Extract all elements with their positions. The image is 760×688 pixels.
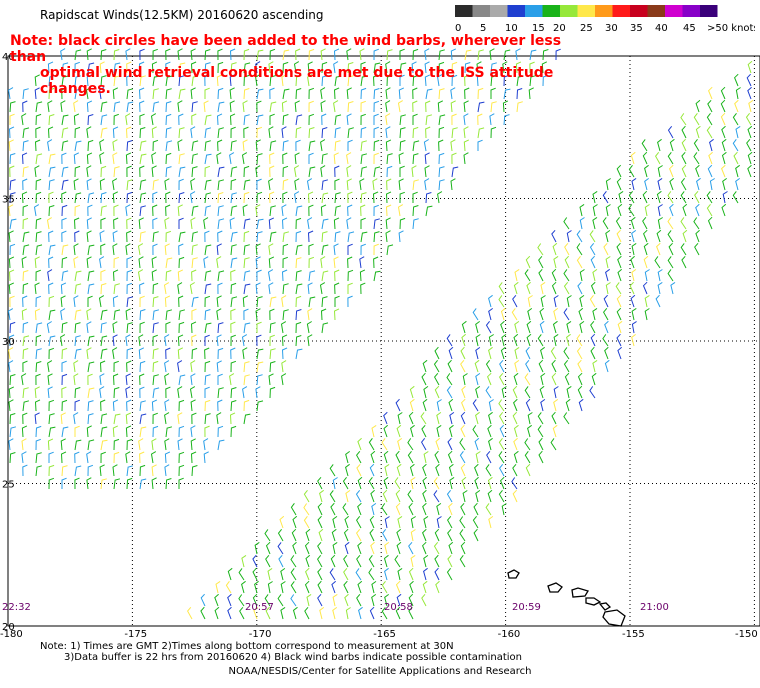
island-outline (602, 609, 626, 627)
island-outline (507, 569, 520, 579)
footer-notes-line-2: 3)Data buffer is 22 hrs from 20160620 4)… (64, 652, 522, 663)
island-outline (571, 587, 589, 598)
note-line-2: optimal wind retrieval conditions are me… (40, 65, 554, 97)
scale-label: 5 (480, 23, 486, 34)
scale-swatch (542, 5, 560, 17)
scale-label: 40 (655, 23, 668, 34)
graticule (8, 56, 760, 626)
scale-label: 35 (630, 23, 643, 34)
longitude-label: -150 (735, 629, 758, 640)
pass-time-label: 20:59 (512, 602, 541, 613)
contamination-note: Note: black circles have been added to t… (10, 33, 570, 97)
scale-label: 15 (532, 23, 545, 34)
scale-swatch (490, 5, 508, 17)
scale-label: 45 (683, 23, 696, 34)
pass-time-label: 20:57 (245, 602, 274, 613)
scale-swatch (577, 5, 595, 17)
longitude-label: -155 (622, 629, 645, 640)
scale-swatch (560, 5, 578, 17)
latitude-label: 35 (2, 195, 15, 206)
scale-label: 30 (605, 23, 618, 34)
hawaiian-islands (507, 569, 626, 627)
footer-credit: NOAA/NESDIS/Center for Satellite Applica… (228, 666, 532, 677)
longitude-label: -180 (0, 629, 23, 640)
latitude-label: 25 (2, 480, 15, 491)
scale-label: 25 (580, 23, 593, 34)
scale-label: 10 (505, 23, 518, 34)
color-scale: 0 5 10 15 20 25 30 35 40 45 >50 knots (455, 5, 759, 39)
scale-swatch (630, 5, 648, 17)
footer-notes-line-1: Note: 1) Times are GMT 2)Times along bot… (40, 641, 454, 652)
island-outline (547, 582, 563, 593)
pass-time-label: 20:58 (384, 602, 413, 613)
island-outline (598, 602, 612, 611)
longitude-label: -165 (373, 629, 396, 640)
scale-swatch (665, 5, 683, 17)
pass-time-label: 22:32 (2, 602, 31, 613)
scale-swatch (682, 5, 700, 17)
scale-swatch (472, 5, 490, 17)
wind-swaths (7, 48, 754, 620)
longitude-label: -160 (498, 629, 521, 640)
scale-label: >50 knots (707, 23, 755, 34)
wind-barbs (7, 48, 754, 620)
scale-swatch (700, 5, 718, 17)
scale-swatch (525, 5, 543, 17)
scale-swatch (612, 5, 630, 17)
longitude-label: -175 (124, 629, 147, 640)
island-outline (585, 597, 602, 606)
scale-label: 20 (553, 23, 566, 34)
latitude-label: 20 (2, 622, 15, 633)
latitude-label: 40 (2, 52, 15, 63)
scale-swatch (507, 5, 525, 17)
longitude-label: -170 (249, 629, 272, 640)
scale-swatch (595, 5, 613, 17)
note-line-1: Note: black circles have been added to t… (10, 33, 562, 65)
map-title: Rapidscat Winds(12.5KM) 20160620 ascendi… (40, 8, 324, 22)
scale-swatch (647, 5, 665, 17)
pass-time-label: 21:00 (640, 602, 669, 613)
axis-labels: 40 35 30 25 20-180 -175 -170 -165 -160 -155 -150 22… (0, 52, 758, 640)
latitude-label: 30 (2, 337, 15, 348)
scale-swatch (455, 5, 473, 17)
scale-label: 0 (455, 23, 461, 34)
